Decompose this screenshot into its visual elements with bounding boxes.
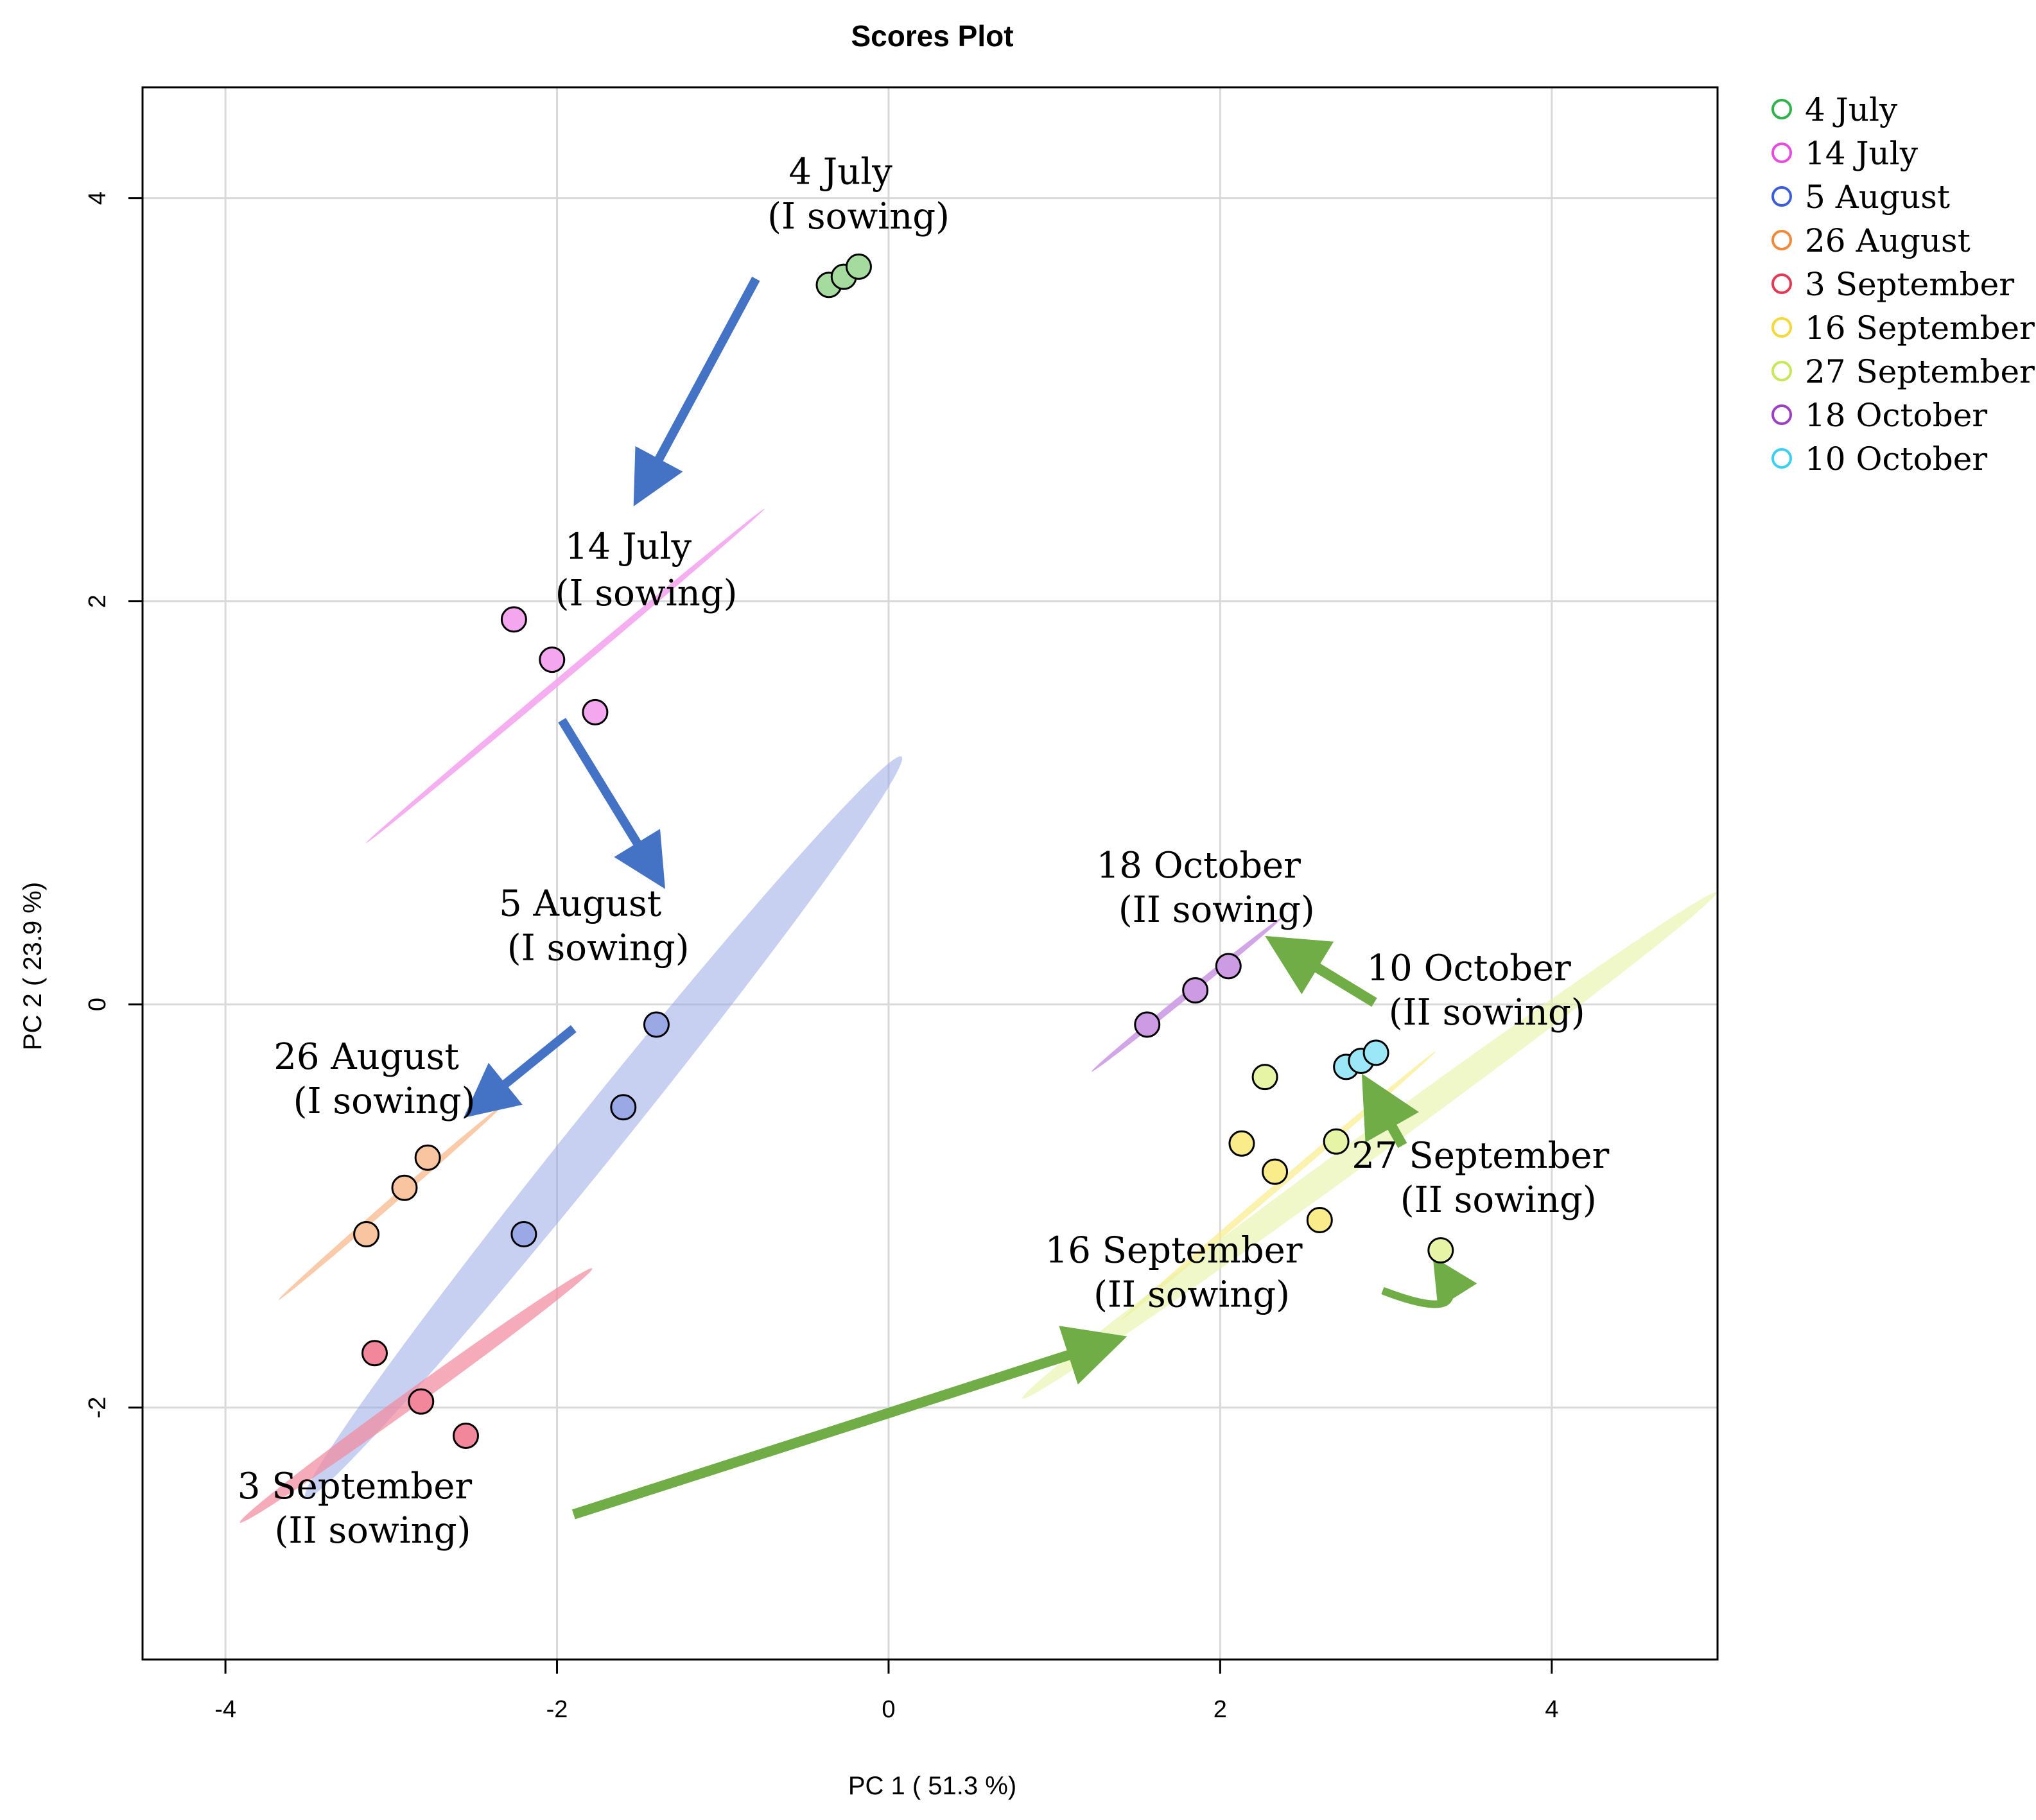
annotation-18-october-date: 18 October bbox=[1097, 845, 1301, 887]
annotation-14-july-date: 14 July bbox=[565, 526, 692, 568]
y-tick-label-0: -2 bbox=[84, 1397, 111, 1419]
point-18-october-1 bbox=[1134, 1011, 1161, 1038]
legend-marker-26-august bbox=[1771, 230, 1792, 250]
annotation-16-september-sowing: (II sowing) bbox=[1093, 1274, 1290, 1316]
point-10-october-3 bbox=[1362, 1039, 1389, 1066]
trajectory-arrow-0 bbox=[633, 276, 760, 507]
point-27-september-1 bbox=[1251, 1064, 1278, 1091]
annotation-26-august-date: 26 August bbox=[274, 1036, 459, 1078]
legend: 4 July 14 July 5 August 26 August 3 Septembe… bbox=[1771, 91, 2035, 478]
x-tick-label-2: 0 bbox=[882, 1696, 895, 1723]
annotation-27-september-sowing: (II sowing) bbox=[1400, 1179, 1597, 1221]
annotation-14-july-sowing: (I sowing) bbox=[555, 573, 738, 614]
point-14-july-2 bbox=[539, 646, 566, 673]
trajectory-arrows bbox=[464, 276, 1477, 1520]
x-tick-label-0: -4 bbox=[214, 1696, 236, 1723]
point-16-september-3 bbox=[1306, 1207, 1333, 1234]
legend-label-26-august: 26 August bbox=[1805, 222, 1971, 259]
grid-lines bbox=[143, 87, 1718, 1660]
point-5-august-1 bbox=[643, 1011, 670, 1038]
x-axis-label: PC 1 ( 51.3 %) bbox=[848, 1772, 1016, 1800]
annotation-3-september-sowing: (II sowing) bbox=[275, 1510, 471, 1552]
point-3-september-2 bbox=[408, 1388, 435, 1415]
y-axis-label: PC 2 ( 23.9 %) bbox=[19, 882, 47, 1050]
annotation-5-august-sowing: (I sowing) bbox=[507, 928, 690, 969]
point-4-july-3 bbox=[845, 253, 872, 280]
point-27-september-2 bbox=[1323, 1128, 1350, 1155]
legend-marker-18-october bbox=[1771, 404, 1792, 425]
point-26-august-2 bbox=[391, 1174, 418, 1201]
trajectory-arrow-3 bbox=[571, 1326, 1127, 1520]
annotation-5-august-date: 5 August bbox=[499, 883, 662, 924]
annotation-27-september-date: 27 September bbox=[1352, 1135, 1609, 1177]
sowing-annotations: 4 July(I sowing)14 July(I sowing)5 Augus… bbox=[238, 152, 1610, 1552]
point-16-september-1 bbox=[1228, 1130, 1255, 1157]
legend-marker-3-september bbox=[1771, 273, 1792, 294]
legend-label-4-july: 4 July bbox=[1805, 91, 1898, 128]
legend-marker-14-july bbox=[1771, 143, 1792, 163]
x-tick-label-1: -2 bbox=[546, 1696, 568, 1723]
annotation-4-july-date: 4 July bbox=[788, 152, 892, 193]
curved-arrow bbox=[1381, 1256, 1477, 1308]
ellipse-14-july bbox=[365, 508, 765, 844]
annotation-26-august-sowing: (I sowing) bbox=[293, 1080, 476, 1122]
point-18-october-3 bbox=[1215, 953, 1242, 980]
point-18-october-2 bbox=[1182, 977, 1209, 1004]
legend-marker-5-august bbox=[1771, 186, 1792, 207]
point-16-september-2 bbox=[1262, 1158, 1289, 1185]
trajectory-arrow-1 bbox=[558, 718, 665, 889]
ellipse-26-august bbox=[278, 1104, 504, 1300]
trajectory-arrow-2 bbox=[464, 1025, 577, 1118]
point-26-august-1 bbox=[414, 1144, 441, 1171]
point-5-august-3 bbox=[510, 1221, 537, 1248]
annotation-3-september-date: 3 September bbox=[238, 1466, 473, 1507]
chart-title: Scores Plot bbox=[851, 19, 1013, 53]
legend-label-16-september: 16 September bbox=[1805, 309, 2035, 347]
ellipse-27-september bbox=[1022, 892, 1717, 1399]
legend-label-27-september: 27 September bbox=[1805, 353, 2035, 390]
point-3-september-1 bbox=[361, 1340, 388, 1367]
point-26-august-3 bbox=[353, 1221, 380, 1248]
annotation-18-october-sowing: (II sowing) bbox=[1118, 889, 1315, 931]
annotation-16-september-date: 16 September bbox=[1045, 1229, 1303, 1271]
y-tick-label-1: 0 bbox=[84, 998, 111, 1011]
annotation-10-october-sowing: (II sowing) bbox=[1389, 992, 1585, 1034]
trajectory-arrow-5 bbox=[1265, 935, 1377, 1007]
x-tick-label-4: 4 bbox=[1545, 1696, 1558, 1723]
point-27-september-3 bbox=[1427, 1237, 1454, 1264]
data-points bbox=[353, 253, 1454, 1449]
legend-label-14-july: 14 July bbox=[1805, 135, 1919, 172]
point-14-july-1 bbox=[500, 606, 527, 633]
legend-marker-16-september bbox=[1771, 317, 1792, 338]
annotation-10-october-date: 10 October bbox=[1367, 948, 1572, 989]
trajectory-arrow-4 bbox=[1361, 1073, 1420, 1148]
point-14-july-3 bbox=[582, 698, 609, 725]
point-3-september-3 bbox=[453, 1422, 480, 1449]
ellipse-16-september bbox=[1120, 1051, 1436, 1321]
axes: -4 -2 0 2 4 -2 0 2 4 bbox=[84, 191, 1558, 1723]
legend-label-5-august: 5 August bbox=[1805, 178, 1950, 216]
annotation-4-july-sowing: (I sowing) bbox=[767, 196, 950, 238]
legend-marker-4-july bbox=[1771, 99, 1792, 119]
x-tick-label-3: 2 bbox=[1214, 1696, 1227, 1723]
legend-marker-27-september bbox=[1771, 361, 1792, 381]
point-5-august-2 bbox=[610, 1094, 637, 1121]
legend-label-18-october: 18 October bbox=[1805, 397, 1987, 434]
legend-marker-10-october bbox=[1771, 448, 1792, 469]
legend-label-3-september: 3 September bbox=[1805, 266, 2014, 303]
y-tick-label-2: 2 bbox=[84, 594, 111, 608]
confidence-ellipses bbox=[239, 508, 1717, 1523]
legend-label-10-october: 10 October bbox=[1805, 440, 1987, 478]
ellipse-5-august bbox=[304, 756, 903, 1499]
y-tick-label-3: 4 bbox=[84, 191, 111, 205]
plot-frame bbox=[141, 86, 1719, 1661]
